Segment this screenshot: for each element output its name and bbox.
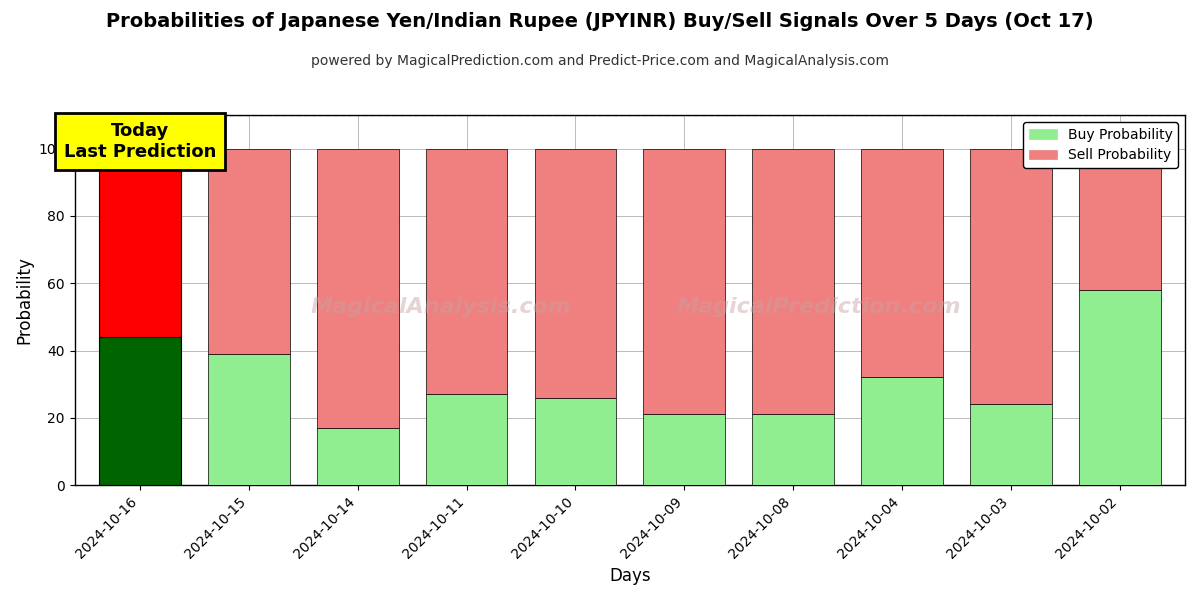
Bar bbox=[862, 149, 943, 377]
Legend: Buy Probability, Sell Probability: Buy Probability, Sell Probability bbox=[1024, 122, 1178, 168]
Bar bbox=[426, 394, 508, 485]
Bar bbox=[752, 415, 834, 485]
Text: Today
Last Prediction: Today Last Prediction bbox=[64, 122, 216, 161]
Bar bbox=[643, 149, 725, 415]
Bar bbox=[100, 149, 181, 337]
Bar bbox=[862, 377, 943, 485]
Bar bbox=[752, 149, 834, 415]
Bar bbox=[426, 149, 508, 394]
Bar bbox=[970, 149, 1051, 404]
Text: Probabilities of Japanese Yen/Indian Rupee (JPYINR) Buy/Sell Signals Over 5 Days: Probabilities of Japanese Yen/Indian Rup… bbox=[106, 12, 1094, 31]
Y-axis label: Probability: Probability bbox=[16, 256, 34, 344]
Bar bbox=[100, 337, 181, 485]
Bar bbox=[317, 149, 398, 428]
Text: MagicalAnalysis.com: MagicalAnalysis.com bbox=[311, 298, 571, 317]
Bar bbox=[534, 398, 617, 485]
Bar bbox=[534, 149, 617, 398]
Bar bbox=[1079, 290, 1160, 485]
Bar bbox=[643, 415, 725, 485]
Bar bbox=[1079, 149, 1160, 290]
Bar bbox=[970, 404, 1051, 485]
Bar bbox=[317, 428, 398, 485]
Bar bbox=[208, 149, 289, 354]
X-axis label: Days: Days bbox=[610, 567, 650, 585]
Text: MagicalPrediction.com: MagicalPrediction.com bbox=[677, 298, 961, 317]
Text: powered by MagicalPrediction.com and Predict-Price.com and MagicalAnalysis.com: powered by MagicalPrediction.com and Pre… bbox=[311, 54, 889, 68]
Bar bbox=[208, 354, 289, 485]
